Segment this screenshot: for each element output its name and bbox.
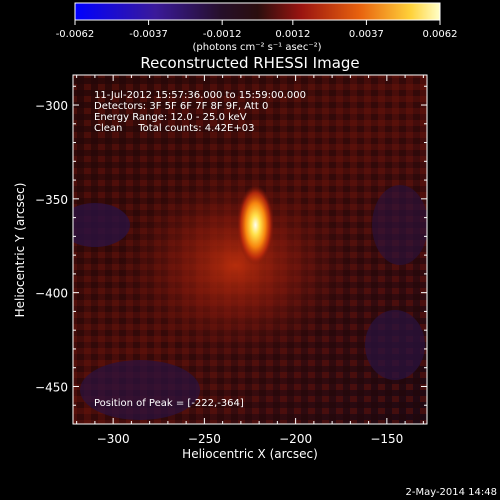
annotation-block: 11-Jul-2012 15:57:36.000 to 15:59:00.000… — [94, 90, 306, 134]
y-tick-label: −350 — [35, 193, 68, 207]
heatmap-blue-patch — [80, 360, 200, 420]
plot-frame — [72, 74, 428, 425]
y-tick-label: −300 — [35, 99, 68, 113]
colorbar-tick-label: 0.0037 — [349, 29, 384, 40]
heatmap-blue-patch — [73, 203, 130, 247]
colorbar-tick-label: -0.0062 — [56, 29, 95, 40]
annotation-time: 11-Jul-2012 15:57:36.000 to 15:59:00.000 — [94, 90, 306, 101]
source-halo — [120, 170, 351, 361]
peak-position-label: Position of Peak = [-222,-364] — [94, 398, 244, 409]
colorbar-tick-label: 0.0062 — [423, 29, 458, 40]
y-tick-label: −400 — [35, 287, 68, 301]
x-tick-label: −300 — [97, 432, 130, 446]
colorbar-tick-labels: -0.0062 -0.0037 -0.0012 0.0012 0.0037 0.0062 — [56, 29, 458, 40]
x-tick-label: −150 — [370, 432, 403, 446]
heatmap-blue-patch — [372, 185, 427, 265]
y-tick-label: −450 — [35, 380, 68, 394]
colorbar-gradient — [74, 2, 441, 21]
footer-timestamp: 2-May-2014 14:48 — [405, 487, 497, 498]
colorbar: -0.0062 -0.0037 -0.0012 0.0012 0.0037 0.0062 … — [56, 2, 458, 53]
x-axis-label: Heliocentric X (arcsec) — [182, 447, 318, 461]
colorbar-tick-label: -0.0037 — [129, 29, 168, 40]
heatmap-image — [73, 75, 427, 424]
x-tick-label: −250 — [188, 432, 221, 446]
colorbar-tick-label: 0.0012 — [275, 29, 310, 40]
annotation-counts: Clean Total counts: 4.42E+03 — [94, 123, 254, 134]
y-axis-label: Heliocentric Y (arcsec) — [13, 183, 27, 318]
x-axis-ticks: −300 −250 −200 −150 — [76, 75, 424, 446]
colorbar-unit-label: (photons cm⁻² s⁻¹ asec⁻²) — [192, 42, 321, 53]
chart-title: Reconstructed RHESSI Image — [140, 54, 359, 72]
annotation-energy: Energy Range: 12.0 - 25.0 keV — [94, 112, 247, 123]
heatmap-blue-patch — [365, 310, 425, 380]
y-axis-ticks: −300 −350 −400 −450 — [35, 85, 427, 406]
peak-source — [237, 184, 274, 266]
colorbar-ticks — [74, 20, 441, 25]
colorbar-tick-label: -0.0012 — [203, 29, 242, 40]
x-tick-label: −200 — [279, 432, 312, 446]
annotation-detectors: Detectors: 3F 5F 6F 7F 8F 9F, Att 0 — [94, 101, 268, 112]
